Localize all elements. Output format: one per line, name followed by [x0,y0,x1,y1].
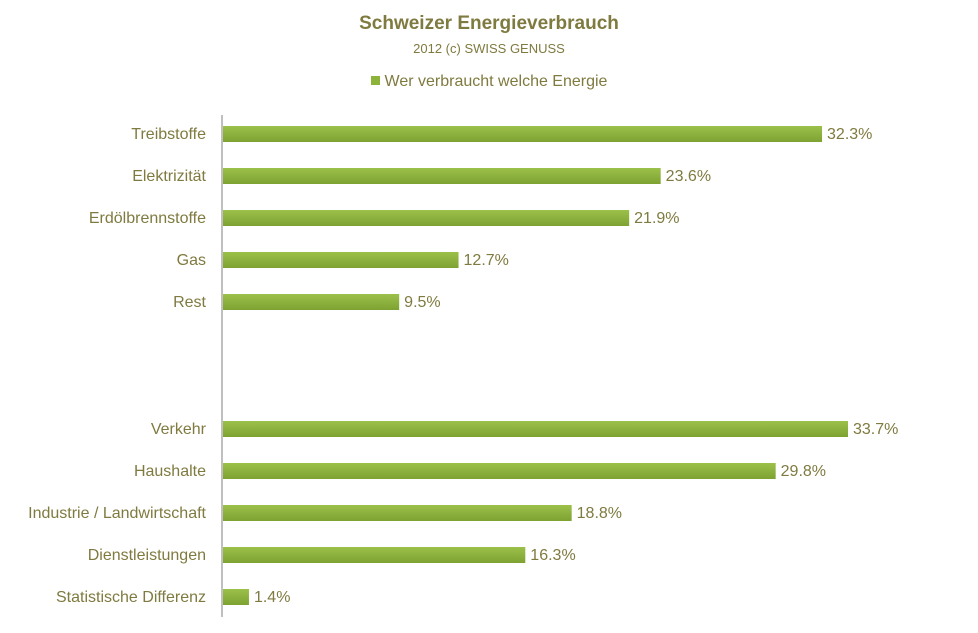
legend-swatch [370,76,380,86]
data-label: 32.3% [827,126,872,143]
category-label: Industrie / Landwirtschaft [28,505,206,522]
data-label: 23.6% [666,168,711,185]
bar [223,252,459,268]
chart-subtitle: 2012 (c) SWISS GENUSS [413,41,565,56]
data-label: 16.3% [530,547,575,564]
bar [223,589,249,605]
chart-title: Schweizer Energieverbrauch [359,13,619,34]
category-label: Verkehr [151,421,207,438]
category-label: Gas [177,252,206,269]
bar [223,547,526,563]
bar [223,294,400,310]
category-label: Statistische Differenz [56,589,206,606]
data-label: 33.7% [853,421,898,438]
bar [223,505,572,521]
bar [223,210,630,226]
category-label: Dienstleistungen [88,547,206,564]
category-label: Treibstoffe [131,126,206,143]
category-label: Elektrizität [132,168,206,185]
data-label: 29.8% [781,463,826,480]
data-label: 21.9% [634,210,679,227]
bars-layer: Treibstoffe 32.3% Elektrizität 23.6% Erdölbr… [28,126,898,606]
legend: Wer verbraucht welche Energie [0,73,978,91]
data-label: 12.7% [464,252,509,269]
legend-label: Wer verbraucht welche Energie [384,73,608,90]
bar [223,168,661,184]
bar [223,421,848,437]
category-label: Erdölbrennstoffe [89,210,206,227]
category-label: Haushalte [134,463,206,480]
data-label: 9.5% [404,294,440,311]
bar [223,126,823,142]
category-label: Rest [173,294,206,311]
data-label: 1.4% [254,589,290,606]
data-label: 18.8% [577,505,622,522]
bar [223,463,776,479]
